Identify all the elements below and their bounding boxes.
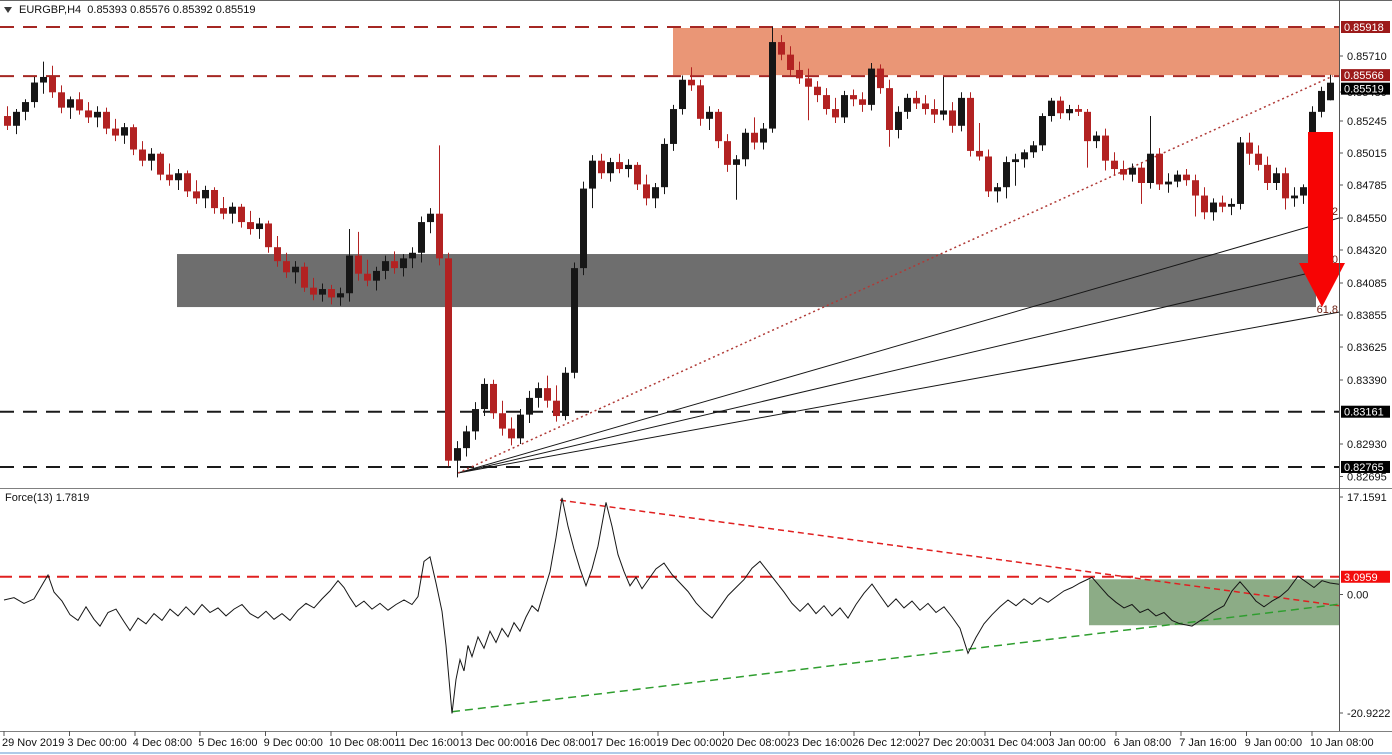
price-tick-label: 0.85245: [1347, 116, 1387, 128]
price-zones[interactable]: [177, 27, 1339, 308]
time-tick-label: 13 Dec 00:00: [460, 737, 525, 749]
force-axis[interactable]: 17.1591 0.00 -20.9222 3.0959: [1339, 492, 1390, 720]
force-pane[interactable]: [0, 497, 1340, 714]
fib-level-label: 61.8: [1317, 304, 1338, 316]
price-marker-label: 0.83161: [1344, 407, 1384, 419]
time-tick-label: 27 Dec 20:00: [918, 737, 983, 749]
price-tick-label: 0.83625: [1347, 342, 1387, 354]
force-marker: [1341, 570, 1390, 583]
price-marker: [1341, 405, 1390, 418]
symbol-ohlc-label: EURGBP,H4 0.85393 0.85576 0.85392 0.8551…: [19, 4, 256, 16]
sell-arrow[interactable]: [1299, 132, 1345, 307]
price-axis[interactable]: 0.857100.854800.852450.850150.847850.845…: [1339, 0, 1390, 731]
time-tick-label: 23 Dec 16:00: [787, 737, 852, 749]
time-tick-label: 7 Jan 16:00: [1179, 737, 1237, 749]
time-tick-label: 10 Dec 08:00: [329, 737, 394, 749]
force-tick-label: 0.00: [1347, 589, 1368, 601]
time-tick-label: 31 Dec 04:00: [983, 737, 1048, 749]
fib-fan-ray[interactable]: [457, 217, 1340, 474]
price-tick-label: 0.84320: [1347, 245, 1387, 257]
time-tick-label: 19 Dec 00:00: [656, 737, 721, 749]
time-tick-label: 10 Jan 08:00: [1310, 737, 1374, 749]
price-marker-label: 0.82765: [1344, 462, 1384, 474]
force-trendline[interactable]: [559, 499, 1340, 607]
fib-fan-baseline[interactable]: [457, 75, 1334, 474]
candlesticks[interactable]: [4, 26, 1334, 478]
time-tick-label: 16 Dec 08:00: [525, 737, 590, 749]
force-tick-label: 17.1591: [1347, 492, 1387, 504]
time-tick-label: 4 Dec 08:00: [133, 737, 192, 749]
price-tick-label: 0.85710: [1347, 51, 1387, 63]
price-tick-label: 0.82930: [1347, 439, 1387, 451]
time-tick-label: 9 Jan 00:00: [1245, 737, 1303, 749]
symbol-title-bar: EURGBP,H4 0.85393 0.85576 0.85392 0.8551…: [4, 4, 255, 16]
time-tick-label: 17 Dec 16:00: [591, 737, 656, 749]
fib-fan[interactable]: [457, 75, 1340, 474]
force-marker-label: 3.0959: [1344, 572, 1378, 584]
time-tick-label: 20 Dec 08:00: [721, 737, 786, 749]
price-tick-label: 0.84550: [1347, 213, 1387, 225]
time-tick-label: 3 Dec 00:00: [67, 737, 126, 749]
time-tick-label: 3 Jan 00:00: [1048, 737, 1106, 749]
time-tick-label: 26 Dec 12:00: [852, 737, 917, 749]
price-marker: [1341, 460, 1390, 473]
price-marker-label: 0.85519: [1344, 84, 1384, 96]
fib-fan-ray[interactable]: [457, 265, 1340, 474]
price-tick-label: 0.84785: [1347, 180, 1387, 192]
price-levels[interactable]: [0, 26, 1339, 468]
time-tick-label: 11 Dec 16:00: [394, 737, 459, 749]
price-tick-label: 0.85015: [1347, 148, 1387, 160]
price-tick-label: 0.83390: [1347, 375, 1387, 387]
price-marker-label: 0.85918: [1344, 22, 1384, 34]
price-marker: [1341, 82, 1390, 95]
force-zone[interactable]: [1089, 579, 1339, 626]
force-index-line: [3, 497, 1340, 714]
price-marker: [1341, 69, 1390, 82]
price-marker: [1341, 21, 1390, 33]
time-tick-label: 29 Nov 2019: [2, 737, 64, 749]
time-axis[interactable]: 29 Nov 2019 3 Dec 00:00 4 Dec 08:00 5 Dec 1…: [2, 731, 1374, 749]
fib-fan-ray[interactable]: [457, 311, 1340, 474]
symbol-dropdown-icon[interactable]: [4, 7, 12, 13]
time-tick-label: 9 Dec 00:00: [264, 737, 323, 749]
indicator-name-label: Force(13) 1.7819: [5, 492, 90, 504]
price-tick-label: 0.84085: [1347, 278, 1387, 290]
time-tick-label: 5 Dec 16:00: [198, 737, 257, 749]
force-tick-label: -20.9222: [1347, 708, 1390, 720]
force-trendline[interactable]: [451, 603, 1340, 713]
price-tick-label: 0.82695: [1347, 472, 1387, 484]
price-marker-label: 0.85566: [1344, 70, 1384, 82]
time-tick-label: 6 Jan 08:00: [1114, 737, 1172, 749]
price-tick-label: 0.83855: [1347, 310, 1387, 322]
